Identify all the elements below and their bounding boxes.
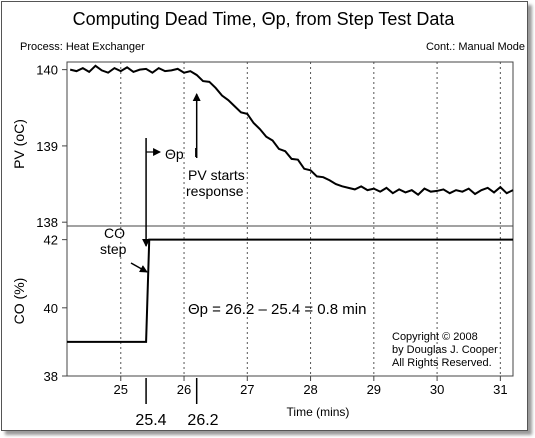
co-step-pointer-arrow (130, 262, 148, 273)
marker-label-right: 26.2 (187, 412, 218, 429)
theta-label: Θp (165, 146, 184, 162)
copyright-line: by Douglas J. Cooper (392, 344, 498, 356)
pv-series-line (69, 64, 514, 197)
pv-y-tick-label: 138 (36, 215, 58, 230)
x-tick-label: 29 (367, 382, 381, 397)
x-tick-label: 31 (493, 382, 507, 397)
axis-ticks: 25 26 27 28 29 30 31 140 139 138 42 40 38 (36, 63, 507, 397)
process-label: Process: Heat Exchanger (20, 41, 145, 53)
bottom-plot-border (66, 225, 514, 377)
copyright-block: Copyright © 2008 by Douglas J. Cooper Al… (392, 331, 498, 370)
co-step-label-line2: step (100, 241, 127, 257)
co-axis-label: CO (%) (11, 278, 27, 325)
pv-starts-label-line1: PV starts (188, 167, 245, 183)
co-y-tick-label: 38 (44, 369, 58, 384)
copyright-line: All Rights Reserved. (392, 357, 492, 369)
copyright-line: Copyright © 2008 (392, 331, 478, 343)
vertical-grid (120, 62, 501, 376)
x-axis-label: Time (mins) (287, 405, 350, 419)
equation-label: Θp = 26.2 – 25.4 = 0.8 min (188, 301, 366, 318)
x-tick-label: 25 (114, 382, 128, 397)
co-step-label-line1: CO (104, 225, 125, 241)
pv-starts-label-line2: response (186, 183, 244, 199)
mode-label: Cont.: Manual Mode (425, 41, 525, 53)
top-plot-border (66, 61, 514, 227)
x-tick-label: 28 (303, 382, 317, 397)
series-lines (67, 64, 514, 343)
x-tick-label: 27 (240, 382, 254, 397)
annotations (130, 93, 201, 404)
pv-y-tick-label: 139 (36, 139, 58, 154)
co-series-line (67, 238, 513, 343)
x-tick-label: 30 (430, 382, 444, 397)
pv-y-tick-label: 140 (36, 63, 58, 78)
x-tick-label: 26 (177, 382, 191, 397)
co-y-tick-label: 40 (44, 301, 58, 316)
co-y-tick-label: 42 (44, 233, 58, 248)
chart-title: Computing Dead Time, Θp, from Step Test … (72, 9, 455, 29)
marker-label-left: 25.4 (135, 412, 166, 429)
pv-axis-label: PV (oC) (11, 119, 27, 169)
